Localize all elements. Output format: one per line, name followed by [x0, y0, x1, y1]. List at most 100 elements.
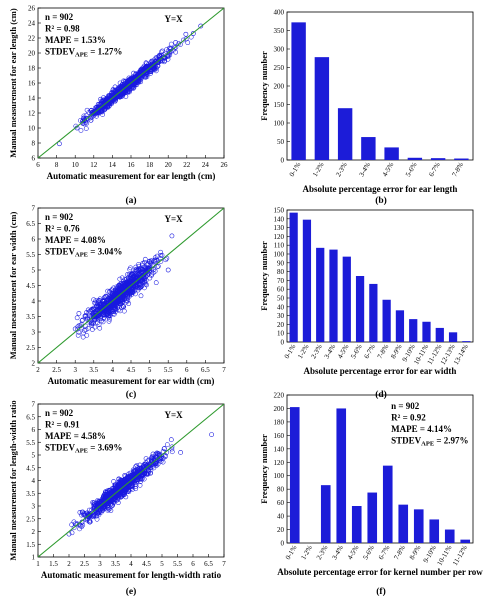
stat-line: MAPE = 4.14% [391, 424, 452, 434]
scatter-point-outlier [168, 437, 174, 443]
y-tick-label: 5.5 [26, 251, 35, 259]
scatter-point [153, 461, 159, 466]
y-tick-label: 14 [28, 95, 36, 103]
y-tick-label: 7 [32, 401, 36, 409]
stat-line: n = 902 [391, 401, 420, 411]
scatter-point [80, 118, 85, 124]
x-tick-label: 4.5 [142, 560, 151, 568]
x-axis-label: Absolute percentage error for kernel num… [277, 567, 483, 577]
y-tick-label: 60 [277, 286, 285, 294]
scatter-point [146, 61, 152, 67]
y-tick-label: 250 [274, 64, 285, 72]
stat-line: MAPE = 1.53% [45, 35, 106, 45]
y-tick-label: 100 [274, 251, 285, 259]
scatter-point [146, 464, 152, 470]
scatter-point [143, 456, 149, 461]
scatter-point-outlier [209, 432, 214, 437]
y-tick-label: 80 [277, 486, 285, 494]
stat-line: n = 902 [45, 212, 74, 222]
scatter-point [144, 64, 150, 69]
scatter-point [95, 504, 101, 509]
y-tick-label: 160 [274, 432, 285, 440]
scatter-point [94, 506, 100, 512]
scatter-point [141, 476, 147, 482]
bar [382, 299, 391, 342]
scatter-point [88, 117, 94, 123]
scatter-point [149, 258, 154, 264]
scatter-point [126, 471, 132, 477]
bar [342, 256, 351, 342]
scatter-point [81, 115, 87, 121]
scatter-point [127, 479, 133, 485]
bar [289, 212, 298, 342]
x-tick-label: 6.5 [201, 366, 210, 374]
scatter-point [76, 329, 82, 335]
scatter-point [127, 284, 133, 290]
scatter-point [93, 503, 99, 509]
bar [291, 22, 306, 160]
bar [460, 539, 471, 543]
x-tick-label: 0-1% [283, 343, 298, 360]
scatter-point [147, 258, 153, 264]
scatter-point [110, 287, 115, 293]
scatter-point [114, 86, 120, 92]
scatter-point [103, 299, 109, 305]
scatter-point [120, 479, 125, 485]
scatter-point [167, 52, 173, 58]
scatter-point [168, 45, 174, 51]
scatter-point [131, 468, 137, 473]
bars [291, 22, 469, 160]
scatter-point [84, 115, 89, 121]
x-tick-label: 6 [36, 161, 40, 169]
scatter-point [128, 278, 134, 284]
x-tick-label: 2-3% [309, 343, 324, 360]
y-tick-label: 10 [28, 125, 36, 133]
y-axis-label: Manual measurement for length-width rati… [8, 400, 18, 560]
scatter-point-outlier [183, 31, 189, 37]
y-tick-label: 70 [277, 277, 285, 285]
identity-line-label: Y=X [164, 14, 183, 24]
scatter-point [115, 288, 121, 293]
x-tick-label: 18 [146, 161, 154, 169]
scatter-point [138, 274, 143, 279]
identity-line [37, 7, 225, 159]
scatter-point [116, 476, 122, 482]
scatter-point [138, 68, 144, 74]
scatter-point [80, 317, 85, 323]
scatter-point [112, 306, 118, 312]
bar [367, 492, 378, 543]
scatter-point [155, 263, 161, 269]
scatter-point [136, 79, 142, 85]
x-tick-label: 2-3% [334, 161, 349, 178]
x-tick-label: 10 [72, 161, 80, 169]
scatter-point [87, 320, 93, 325]
scatter-point [88, 108, 94, 114]
y-tick-label: 150 [274, 207, 285, 215]
y-tick-label: 4 [32, 298, 36, 306]
scatter-point [115, 485, 121, 491]
scatter-point [145, 67, 150, 72]
y-tick-label: 7 [32, 205, 36, 213]
panel-caption: (d) [375, 389, 387, 400]
scatter-point [106, 506, 112, 512]
scatter-point [111, 488, 117, 494]
scatter-point [117, 308, 123, 314]
scatter-point [123, 291, 129, 297]
x-tick-label: 14 [109, 161, 117, 169]
scatter-point [119, 94, 125, 99]
scatter-point [159, 48, 165, 54]
stat-line: MAPE = 4.08% [45, 235, 106, 245]
x-tick-label: 3-4% [323, 343, 338, 360]
scatter-point [86, 507, 92, 513]
y-tick-label: 2.5 [26, 515, 35, 523]
x-tick-label: 3 [73, 366, 77, 374]
scatter-point [139, 470, 144, 475]
x-tick-label: 3 [98, 560, 102, 568]
y-tick-label: 0 [281, 157, 285, 165]
scatter-point [98, 302, 104, 308]
scatter-point [154, 253, 160, 259]
scatter-point [90, 321, 96, 327]
y-tick-label: 100 [274, 120, 285, 128]
scatter-point [120, 278, 126, 284]
panel-a-scatter-ear-length: 6 8 10 12 14 16 18 20 22 24 26 6 8 10 12 14 16 18 20 22 24 26… [8, 5, 228, 207]
